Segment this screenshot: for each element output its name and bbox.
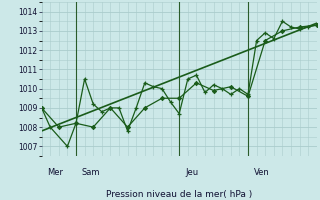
Text: Sam: Sam [82,168,100,177]
Text: Pression niveau de la mer( hPa ): Pression niveau de la mer( hPa ) [106,190,252,199]
Text: Jeu: Jeu [185,168,198,177]
Text: Ven: Ven [254,168,269,177]
Text: Mer: Mer [47,168,63,177]
